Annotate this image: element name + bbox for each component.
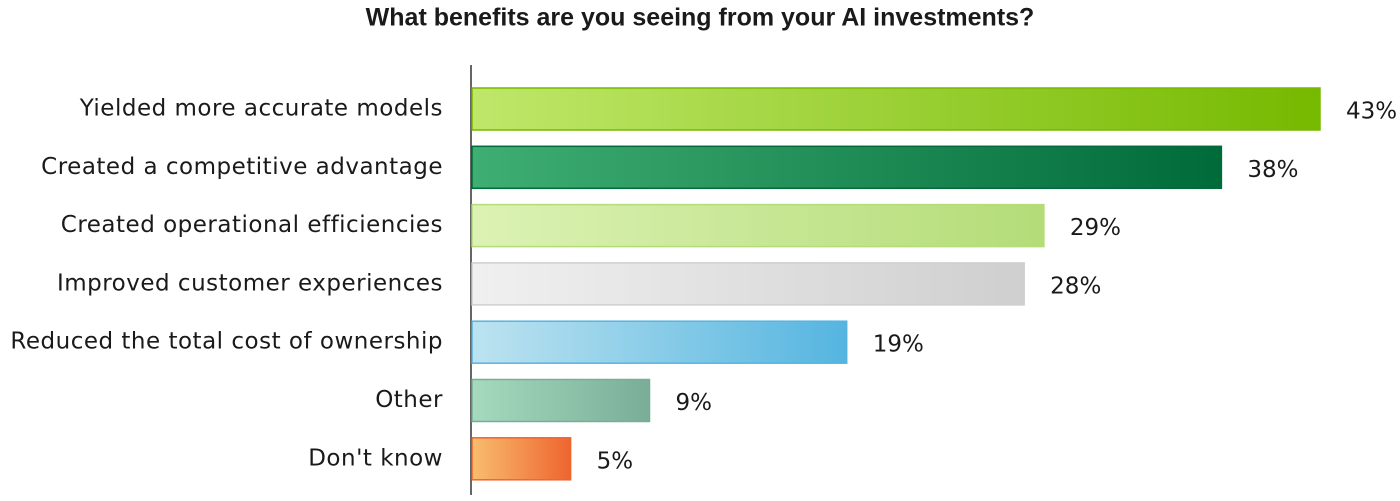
category-label: Reduced the total cost of ownership: [10, 329, 443, 355]
category-label: Created a competitive advantage: [41, 154, 443, 180]
category-label: Improved customer experiences: [57, 270, 443, 296]
value-label: 29%: [1070, 215, 1121, 241]
bar: [471, 262, 1025, 306]
chart-title: What benefits are you seeing from your A…: [366, 4, 1035, 32]
category-label: Yielded more accurate models: [79, 96, 443, 122]
value-label: 9%: [675, 390, 712, 416]
value-label: 43%: [1346, 99, 1397, 125]
category-label: Created operational efficiencies: [61, 212, 443, 238]
bar: [471, 378, 651, 423]
value-label: 28%: [1050, 273, 1101, 299]
bar: [471, 437, 572, 481]
category-label: Don't know: [308, 445, 443, 471]
value-label: 5%: [597, 448, 634, 474]
bar: [471, 320, 848, 364]
value-label: 38%: [1247, 157, 1298, 183]
bar: [471, 145, 1223, 190]
value-label: 19%: [873, 332, 924, 358]
bar: [471, 87, 1321, 131]
bar: [471, 203, 1045, 248]
category-label: Other: [375, 387, 443, 413]
